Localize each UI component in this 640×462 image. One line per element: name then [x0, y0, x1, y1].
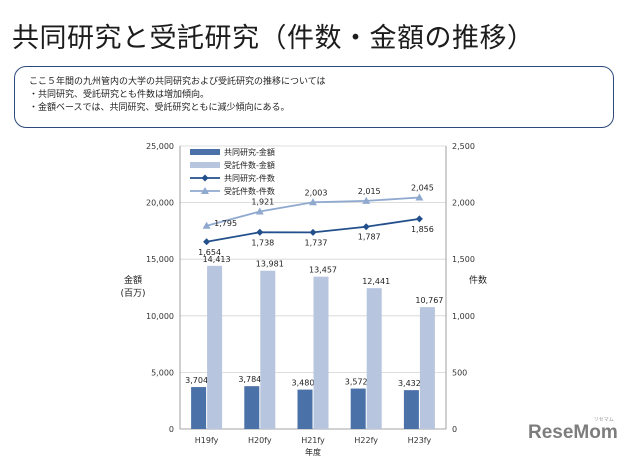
bar-joint-amount: [191, 387, 207, 429]
y-tick-left: 0: [169, 425, 174, 434]
legend-label: 共同研究-金額: [224, 147, 275, 157]
bar-joint-amount: [403, 390, 419, 429]
bar-joint-amount: [244, 386, 260, 429]
data-label-joint-count: 1,738: [251, 238, 274, 247]
bar-joint-amount: [350, 388, 366, 429]
marker-joint-count: [415, 215, 423, 223]
y-axis-label-right: 件数: [469, 274, 487, 286]
data-label-contract-amount: 14,413: [203, 255, 231, 264]
data-label-joint-amount: 3,432: [398, 379, 421, 388]
marker-joint-count: [256, 228, 264, 236]
resemom-logo-ruby: リセマム: [593, 417, 614, 423]
data-label-contract-count: 2,045: [411, 184, 434, 193]
marker-joint-count: [203, 238, 211, 246]
data-label-contract-amount: 13,981: [256, 260, 284, 269]
summary-line-amount: ・金額ベースでは、共同研究、受託研究ともに減少傾向にある。: [29, 103, 290, 113]
bar-contract-amount: [366, 288, 382, 429]
x-tick-label: H21fy: [301, 436, 325, 445]
data-label-joint-amount: 3,572: [345, 378, 368, 387]
data-label-contract-count: 1,795: [214, 219, 237, 228]
y-tick-left: 15,000: [146, 255, 174, 264]
data-label-contract-count: 2,003: [305, 188, 328, 197]
data-label-contract-amount: 12,441: [362, 277, 390, 286]
legend-marker: [201, 187, 209, 194]
data-label-joint-count: 1,654: [198, 248, 221, 257]
marker-contract-count: [415, 193, 424, 201]
data-label-joint-count: 1,787: [358, 233, 381, 242]
bar-contract-amount: [207, 265, 223, 429]
summary-line-count: ・共同研究、受託研究とも件数は増加傾向。: [29, 90, 210, 100]
legend-marker: [201, 174, 209, 182]
slide-title: 共同研究と受託研究（件数・金額の推移）: [12, 23, 535, 54]
x-tick-label: H23fy: [408, 436, 432, 445]
bar-contract-amount: [313, 276, 329, 429]
marker-contract-count: [255, 207, 264, 215]
y-tick-right: 2,500: [452, 142, 475, 151]
legend-swatch: [190, 149, 220, 155]
data-label-joint-count: 1,856: [411, 225, 434, 234]
y-tick-left: 25,000: [146, 142, 174, 151]
y-tick-right: 0: [452, 425, 457, 434]
data-label-contract-count: 2,015: [358, 187, 381, 196]
y-axis-label-left: 金額: [124, 274, 142, 286]
x-tick-label: H19fy: [195, 436, 219, 445]
y-tick-right: 500: [452, 368, 467, 377]
y-axis-label-left: (百万): [120, 288, 145, 299]
y-tick-right: 1,000: [452, 312, 475, 321]
data-label-joint-amount: 3,784: [238, 375, 261, 384]
data-label-joint-amount: 3,704: [185, 376, 208, 385]
x-tick-label: H20fy: [248, 436, 272, 445]
y-tick-right: 1,500: [452, 255, 475, 264]
data-label-contract-amount: 13,457: [309, 266, 337, 275]
marker-contract-count: [309, 198, 317, 206]
marker-contract-count: [202, 221, 211, 229]
data-label-contract-count: 1,921: [251, 198, 274, 207]
resemom-logo-text: ReseMom: [528, 422, 618, 443]
marker-contract-count: [362, 196, 371, 204]
legend-label: 受託件数-件数: [224, 186, 275, 196]
y-tick-left: 5,000: [151, 368, 174, 377]
y-tick-right: 2,000: [452, 199, 475, 208]
bar-contract-amount: [260, 270, 276, 429]
x-axis-label: 年度: [305, 447, 321, 457]
legend-label: 共同研究-件数: [224, 173, 275, 183]
marker-joint-count: [362, 223, 370, 231]
bar-contract-amount: [419, 307, 435, 429]
legend-swatch: [190, 162, 220, 168]
summary-line-intro: ここ５年間の九州管内の大学の共同研究および受託研究の推移については: [29, 77, 326, 87]
bar-joint-amount: [297, 389, 313, 429]
resemom-logo: ReseMom リセマム: [528, 417, 618, 444]
data-label-joint-amount: 3,480: [292, 379, 315, 388]
data-label-joint-count: 1,737: [305, 238, 328, 247]
x-tick-label: H22fy: [354, 436, 378, 445]
y-tick-left: 10,000: [146, 312, 174, 321]
y-tick-left: 20,000: [146, 199, 174, 208]
marker-joint-count: [309, 228, 317, 236]
data-label-contract-amount: 10,767: [415, 296, 443, 305]
summary-box: ここ５年間の九州管内の大学の共同研究および受託研究の推移については ・共同研究、…: [14, 66, 614, 128]
legend-label: 受託件数-金額: [224, 160, 275, 170]
